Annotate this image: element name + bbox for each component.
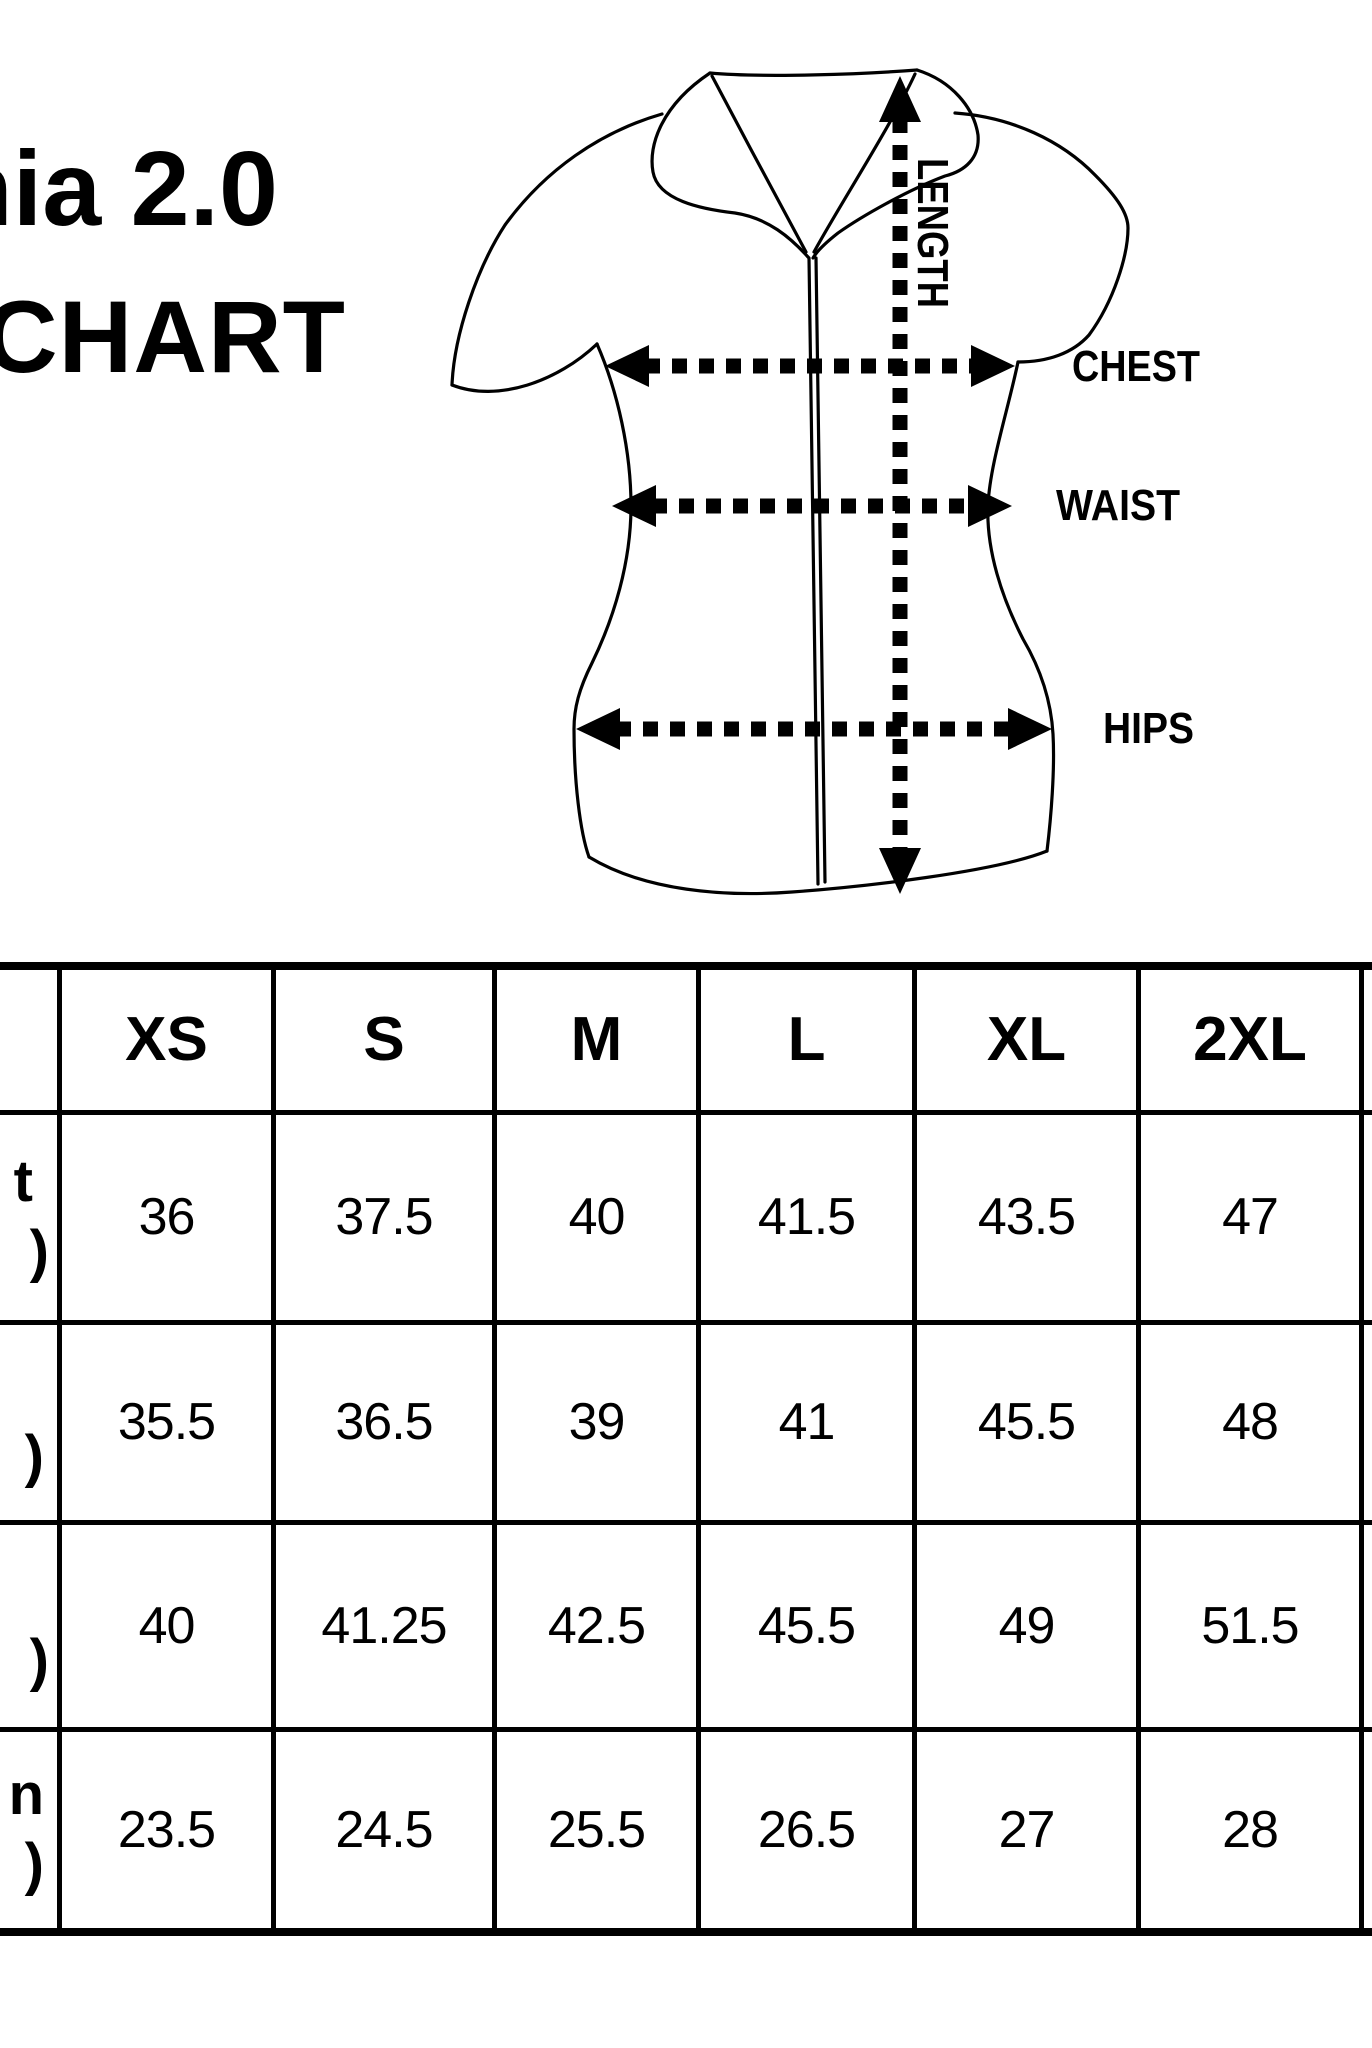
row-label-chest-cutoff: t ) (0, 1109, 62, 1325)
cell-waist-2xl: 48 (1136, 1319, 1364, 1525)
cell-hips-cutoff (1359, 1519, 1372, 1732)
row-label-fragment (0, 1352, 55, 1422)
waist-arrow-head-left (612, 485, 656, 527)
left-sleeve-outer (450, 112, 664, 387)
col-header-xs: XS (57, 963, 276, 1115)
col-header-m: M (492, 963, 701, 1115)
col-header-l: L (696, 963, 917, 1115)
garment-outline-drawing (450, 68, 1130, 896)
row-label-length-cutoff: n ) (0, 1726, 62, 1935)
measurement-column-header-cutoff (0, 963, 62, 1115)
cell-hips-m: 42.5 (492, 1519, 701, 1732)
waist-arrow-head-right (968, 485, 1012, 527)
chest-label: CHEST (1072, 342, 1200, 391)
zipper-line-right (814, 256, 827, 884)
cell-chest-l: 41.5 (696, 1109, 917, 1325)
chest-arrow-head-right (971, 345, 1015, 387)
cell-chest-xl: 43.5 (912, 1109, 1141, 1325)
row-waist: ) 35.5 36.5 39 41 45.5 48 (0, 1319, 1372, 1525)
cell-waist-l: 41 (696, 1319, 917, 1525)
right-sleeve-outer (953, 111, 1130, 364)
chest-arrow (605, 345, 1015, 387)
cell-length-cutoff (1359, 1726, 1372, 1935)
cell-hips-xs: 40 (57, 1519, 276, 1732)
cell-waist-xl: 45.5 (912, 1319, 1141, 1525)
cell-waist-xs: 35.5 (57, 1319, 276, 1525)
hips-arrow-head-left (576, 708, 620, 750)
left-side-seam (572, 342, 633, 859)
size-header-row: XS S M L XL 2XL (0, 963, 1372, 1115)
cell-waist-s: 36.5 (271, 1319, 497, 1525)
size-chart-table: XS S M L XL 2XL t ) 36 37.5 40 41.5 43.5… (0, 962, 1372, 1936)
waist-arrow (612, 485, 1012, 527)
collar-top-edge (708, 68, 919, 77)
row-label-fragment: n (8, 1761, 44, 1827)
chest-arrow-head-left (605, 345, 649, 387)
cell-length-s: 24.5 (271, 1726, 497, 1935)
row-length: n ) 23.5 24.5 25.5 26.5 27 28 (0, 1726, 1372, 1935)
length-arrow-head-bottom (879, 848, 921, 894)
cell-chest-m: 40 (492, 1109, 701, 1325)
waist-label: WAIST (1056, 481, 1180, 530)
row-label-fragment (0, 1556, 55, 1626)
cell-hips-xl: 49 (912, 1519, 1141, 1732)
lapel-left-edge (710, 74, 808, 254)
row-label-fragment: ) (24, 1831, 44, 1897)
cell-chest-2xl: 47 (1136, 1109, 1364, 1325)
row-hips: ) 40 41.25 42.5 45.5 49 51.5 (0, 1519, 1372, 1732)
row-label-fragment: ) (24, 1424, 44, 1489)
row-label-waist-cutoff: ) (0, 1319, 62, 1525)
col-header-s: S (271, 963, 497, 1115)
bottom-hem (587, 849, 1049, 896)
col-header-2xl: 2XL (1136, 963, 1364, 1115)
zipper-line-left (807, 256, 820, 886)
row-label-hips-cutoff: ) (0, 1519, 62, 1732)
cell-waist-cutoff (1359, 1319, 1372, 1525)
row-chest: t ) 36 37.5 40 41.5 43.5 47 (0, 1109, 1372, 1325)
cell-length-xs: 23.5 (57, 1726, 276, 1935)
right-side-seam (986, 360, 1056, 853)
col-header-xl: XL (912, 963, 1141, 1115)
garment-measurement-diagram: LENGTH CHEST WAIST HIPS (450, 68, 1200, 896)
cell-chest-cutoff (1359, 1109, 1372, 1325)
cell-hips-l: 45.5 (696, 1519, 917, 1732)
cell-length-l: 26.5 (696, 1726, 917, 1935)
product-name-cutoff: nia 2.0 (0, 130, 278, 248)
row-label-fragment: t (13, 1149, 33, 1214)
cell-hips-s: 41.25 (271, 1519, 497, 1732)
page-title-cutoff: CHART (0, 280, 346, 394)
left-sleeve-hem (450, 342, 599, 393)
length-label: LENGTH (908, 158, 957, 308)
row-label-fragment: ) (29, 1627, 49, 1693)
cell-length-m: 25.5 (492, 1726, 701, 1935)
cell-length-xl: 27 (912, 1726, 1141, 1935)
cell-chest-s: 37.5 (271, 1109, 497, 1325)
hips-arrow-head-right (1008, 708, 1052, 750)
cell-length-2xl: 28 (1136, 1726, 1364, 1935)
cell-waist-m: 39 (492, 1319, 701, 1525)
length-arrow-head-top (879, 76, 921, 122)
cell-hips-2xl: 51.5 (1136, 1519, 1364, 1732)
row-label-fragment: ) (29, 1219, 49, 1284)
col-header-cutoff-right (1359, 963, 1372, 1115)
collar-right-flap (811, 68, 980, 260)
hips-label: HIPS (1103, 704, 1194, 753)
cell-chest-xs: 36 (57, 1109, 276, 1325)
hips-arrow (576, 708, 1052, 750)
collar-left-flap (650, 71, 810, 259)
